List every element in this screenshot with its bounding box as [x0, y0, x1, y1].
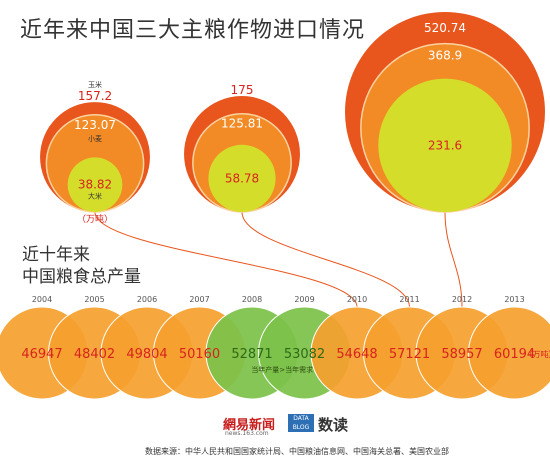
- shudu-logo: 数读: [318, 416, 349, 434]
- wheat-value-label: 368.9: [428, 49, 462, 63]
- production-value-label: 58957: [441, 347, 482, 362]
- production-year-label: 2007: [189, 295, 209, 304]
- corn-value-label: 157.2: [78, 89, 112, 103]
- rice-value-label: 231.6: [428, 138, 462, 152]
- surplus-annotation: 当年产量>当年需求: [251, 365, 313, 374]
- data-blog-badge: DATA BLOG: [288, 414, 314, 432]
- subtitle-line-2: 中国粮食总产量: [22, 267, 141, 287]
- connector-line: [444, 211, 463, 308]
- netease-logo: 網易新闻: [223, 414, 275, 433]
- subtitle-line-1: 近十年来: [22, 245, 90, 265]
- rice-value-label: 58.78: [225, 171, 259, 185]
- data-source: 数据来源：中华人民共和国国家统计局、中国粮油信息网、中国海关总署、美国农业部: [145, 447, 449, 456]
- production-year-label: 2013: [504, 295, 524, 304]
- production-value-label: 60194: [494, 347, 535, 362]
- production-year-label: 2006: [137, 295, 157, 304]
- production-value-label: 46947: [21, 347, 62, 362]
- production-year-label: 2011: [399, 295, 419, 304]
- connector-line: [241, 211, 410, 308]
- production-value-label: 57121: [389, 347, 430, 362]
- production-value-label: 49804: [126, 347, 167, 362]
- production-year-label: 2008: [242, 295, 262, 304]
- production-year-label: 2012: [452, 295, 472, 304]
- production-year-label: 2009: [294, 295, 314, 304]
- netease-logo-text: 網易新闻: [223, 418, 276, 433]
- connector-line: [94, 211, 358, 308]
- wheat-value-label: 125.81: [221, 117, 263, 131]
- corn-series-label: 玉米: [88, 80, 102, 89]
- production-value-label: 54648: [336, 347, 377, 362]
- production-unit-label: （万吨）: [525, 349, 550, 359]
- production-year-label: 2004: [32, 295, 52, 304]
- rice-value-label: 38.82: [78, 178, 112, 192]
- page-title: 近年来中国三大主粮作物进口情况: [20, 18, 366, 43]
- production-chart: 2004 46947 2005 48402 2006 49804 2007 50160 2008…: [0, 295, 550, 400]
- rice-bubble: [378, 78, 512, 213]
- production-year-label: 2010: [347, 295, 367, 304]
- production-value-label: 50160: [179, 347, 220, 362]
- rice-bubble: [208, 144, 276, 212]
- production-value-label: 48402: [74, 347, 115, 362]
- production-value-label: 52871: [231, 347, 272, 362]
- wheat-series-label: 小麦: [88, 134, 102, 143]
- corn-value-label: 175: [231, 83, 254, 97]
- rice-bubble: [67, 157, 123, 212]
- corn-value-label: 520.74: [424, 21, 466, 35]
- production-year-label: 2005: [84, 295, 104, 304]
- wheat-value-label: 123.07: [74, 118, 116, 132]
- import-unit-label: （万吨）: [77, 213, 113, 225]
- production-value-label: 53082: [284, 347, 325, 362]
- netease-url: news.163.com: [225, 430, 269, 437]
- rice-series-label: 大米: [88, 192, 102, 201]
- production-bubble: [468, 306, 550, 400]
